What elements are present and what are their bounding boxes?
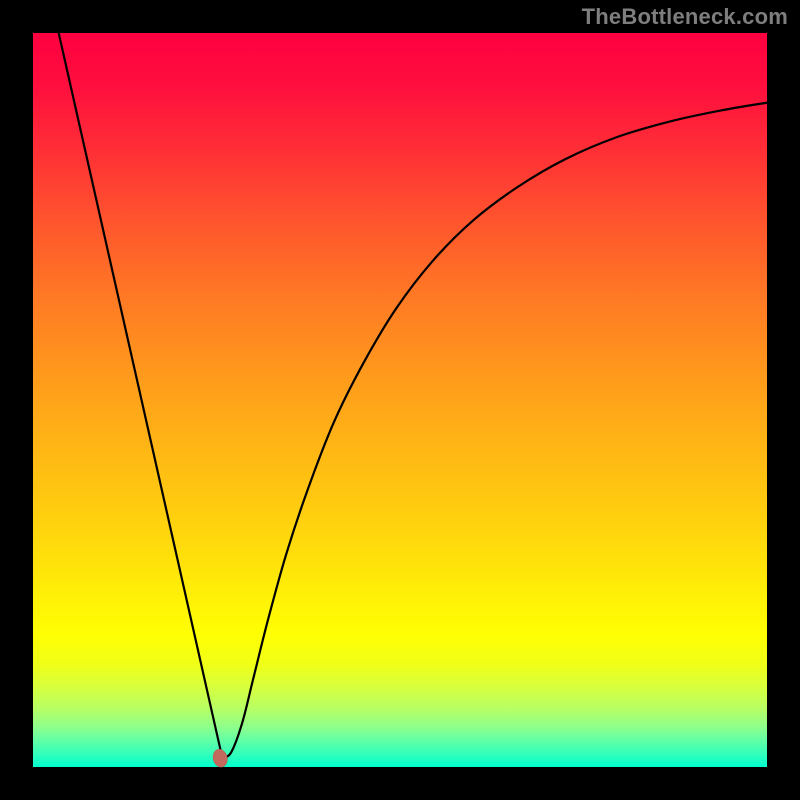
bottleneck-chart bbox=[0, 0, 800, 800]
chart-background bbox=[33, 33, 767, 767]
chart-container: TheBottleneck.com bbox=[0, 0, 800, 800]
watermark-text: TheBottleneck.com bbox=[582, 4, 788, 30]
